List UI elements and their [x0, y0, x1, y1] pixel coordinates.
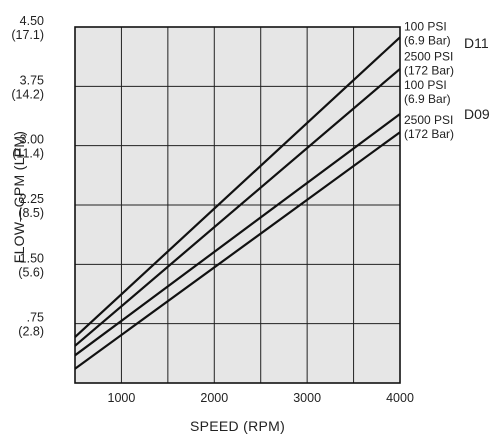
series-label-sub: (6.9 Bar) [404, 34, 451, 48]
plot-frame [74, 26, 401, 384]
y-tick-sublabel: (8.5) [18, 206, 44, 220]
group-label: D09 [464, 106, 490, 122]
x-tick-label: 4000 [386, 391, 414, 405]
series-label-sub: (172 Bar) [404, 64, 454, 78]
series-lines [74, 36, 401, 370]
y-tick-sublabel: (11.4) [12, 147, 44, 161]
y-tick-label: .75 [27, 311, 44, 325]
series-label-sub: (6.9 Bar) [404, 92, 451, 106]
y-tick-label: 3.75 [20, 73, 44, 87]
y-tick-label: 4.50 [20, 14, 44, 28]
y-tick-label: 1.50 [20, 251, 44, 265]
y-tick-sublabel: (14.2) [11, 87, 44, 101]
series-label: 100 PSI [404, 20, 447, 34]
series-label-sub: (172 Bar) [404, 127, 454, 141]
series-line [74, 68, 401, 347]
x-axis-title: SPEED (RPM) [190, 418, 285, 434]
x-tick-label: 2000 [200, 391, 228, 405]
y-axis-title: FLOW—GPM (LPM) [11, 131, 27, 264]
series-labels: 100 PSI(6.9 Bar)2500 PSI(172 Bar)100 PSI… [404, 20, 490, 141]
series-line [74, 113, 401, 357]
x-tick-labels: 1000 2000 3000 4000 [108, 391, 414, 405]
y-tick-sublabel: (5.6) [18, 265, 44, 279]
y-tick-sublabel: (17.1) [11, 28, 44, 42]
series-label: 2500 PSI [404, 50, 453, 64]
y-tick-sublabel: (2.8) [18, 325, 44, 339]
series-line [74, 36, 401, 338]
x-tick-label: 1000 [108, 391, 136, 405]
y-tick-label: 2.25 [20, 192, 44, 206]
series-label: 2500 PSI [404, 113, 453, 127]
y-tick-label: 3.00 [20, 133, 44, 147]
series-label: 100 PSI [404, 78, 447, 92]
y-tick-labels: 4.50(17.1) 3.75(14.2) 3.00(11.4) 2.25(8.5) 1… [11, 14, 44, 339]
group-label: D11 [464, 35, 489, 51]
series-line [74, 131, 401, 370]
x-tick-label: 3000 [293, 391, 321, 405]
